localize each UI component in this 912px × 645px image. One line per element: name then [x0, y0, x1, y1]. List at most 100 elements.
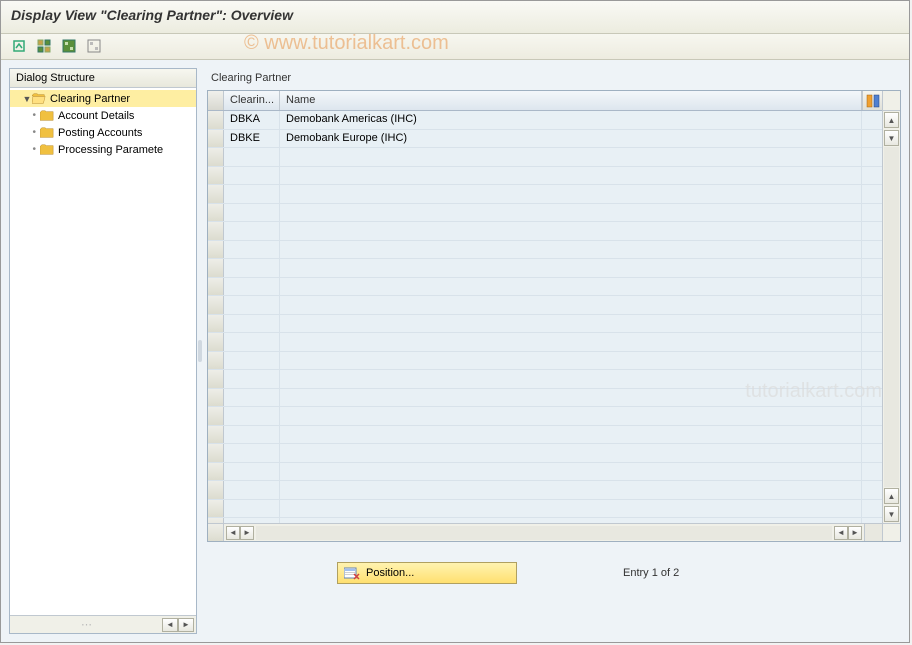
tree-node-clearing-partner[interactable]: ▼ Clearing Partner: [10, 90, 196, 107]
table-row[interactable]: [208, 463, 882, 482]
row-selector[interactable]: [208, 370, 224, 388]
cell-name: [280, 407, 862, 425]
row-selector[interactable]: [208, 352, 224, 370]
row-selector[interactable]: [208, 259, 224, 277]
cell-code: [224, 352, 280, 370]
tree-node-account-details[interactable]: • Account Details: [10, 107, 196, 124]
row-selector[interactable]: [208, 130, 224, 148]
table-row[interactable]: [208, 333, 882, 352]
row-selector[interactable]: [208, 296, 224, 314]
table-row[interactable]: [208, 518, 882, 523]
panel-title: Clearing Partner: [207, 68, 901, 90]
main-panel: Clearing Partner Clearin... Name DBKADem…: [203, 68, 901, 634]
row-selector[interactable]: [208, 333, 224, 351]
table-row[interactable]: DBKADemobank Americas (IHC): [208, 111, 882, 130]
table-row[interactable]: [208, 426, 882, 445]
splitter[interactable]: [197, 68, 203, 634]
cell-name: [280, 259, 862, 277]
collapse-arrow-icon: ▼: [22, 94, 32, 104]
row-selector[interactable]: [208, 111, 224, 129]
row-selector[interactable]: [208, 222, 224, 240]
table-row[interactable]: [208, 389, 882, 408]
row-selector[interactable]: [208, 481, 224, 499]
vscroll-down2-button[interactable]: ▼: [884, 506, 899, 522]
hscroll-left-button[interactable]: ◄: [226, 526, 240, 540]
cell-name: [280, 352, 862, 370]
hscroll-right-button[interactable]: ►: [240, 526, 254, 540]
tree-node-posting-accounts[interactable]: • Posting Accounts: [10, 124, 196, 141]
cell-code: [224, 389, 280, 407]
hscroll-track[interactable]: [256, 526, 832, 540]
table-row[interactable]: [208, 296, 882, 315]
select-all-icon: [37, 39, 51, 53]
table-row[interactable]: [208, 315, 882, 334]
scroll-left-button[interactable]: ◄: [162, 618, 178, 632]
table-row[interactable]: [208, 185, 882, 204]
table-row[interactable]: DBKEDemobank Europe (IHC): [208, 130, 882, 149]
splitter-handle-icon: [198, 340, 202, 362]
table-row[interactable]: [208, 241, 882, 260]
table-row[interactable]: [208, 407, 882, 426]
table-row[interactable]: [208, 278, 882, 297]
cell-name: [280, 167, 862, 185]
folder-open-icon: [32, 93, 46, 105]
row-selector[interactable]: [208, 148, 224, 166]
cell-name: [280, 481, 862, 499]
position-button[interactable]: Position...: [337, 562, 517, 584]
table-row[interactable]: [208, 222, 882, 241]
table-row[interactable]: [208, 148, 882, 167]
select-all-rows[interactable]: [208, 91, 224, 110]
row-selector[interactable]: [208, 444, 224, 462]
tree-node-processing-params[interactable]: • Processing Paramete: [10, 141, 196, 158]
row-selector[interactable]: [208, 167, 224, 185]
hscroll-right2-button[interactable]: ►: [848, 526, 862, 540]
cell-name: Demobank Americas (IHC): [280, 111, 862, 129]
vscroll-up2-button[interactable]: ▲: [884, 488, 899, 504]
row-selector[interactable]: [208, 389, 224, 407]
row-selector[interactable]: [208, 315, 224, 333]
tree-label: Processing Paramete: [58, 144, 163, 156]
row-selector[interactable]: [208, 463, 224, 481]
tree-label: Account Details: [58, 110, 134, 122]
toolbar-select-block-button[interactable]: [59, 37, 79, 55]
cell-name: [280, 370, 862, 388]
grid-vscroll: ▲ ▼ ▲ ▼: [882, 91, 900, 541]
vscroll-down-button[interactable]: ▼: [884, 130, 899, 146]
cell-name: [280, 185, 862, 203]
table-row[interactable]: [208, 500, 882, 519]
row-selector[interactable]: [208, 518, 224, 523]
row-selector[interactable]: [208, 500, 224, 518]
table-row[interactable]: [208, 204, 882, 223]
row-selector[interactable]: [208, 278, 224, 296]
cell-code: [224, 518, 280, 523]
column-header-code[interactable]: Clearin...: [224, 91, 280, 110]
cell-code: [224, 370, 280, 388]
row-selector[interactable]: [208, 185, 224, 203]
cell-code: [224, 481, 280, 499]
column-header-name[interactable]: Name: [280, 91, 862, 110]
row-selector[interactable]: [208, 204, 224, 222]
toolbar-deselect-button[interactable]: [84, 37, 104, 55]
row-selector[interactable]: [208, 241, 224, 259]
scroll-right-button[interactable]: ►: [178, 618, 194, 632]
vscroll-up-button[interactable]: ▲: [884, 112, 899, 128]
position-label: Position...: [366, 567, 414, 579]
cell-name: [280, 444, 862, 462]
table-row[interactable]: [208, 481, 882, 500]
configure-columns-button[interactable]: [862, 91, 882, 110]
vscroll-track[interactable]: [884, 147, 899, 487]
grid-body: DBKADemobank Americas (IHC)DBKEDemobank …: [208, 111, 882, 523]
row-selector[interactable]: [208, 407, 224, 425]
table-row[interactable]: [208, 352, 882, 371]
cell-code: [224, 426, 280, 444]
cell-code: [224, 148, 280, 166]
toolbar-select-all-button[interactable]: [34, 37, 54, 55]
cell-name: [280, 389, 862, 407]
toolbar-expand-button[interactable]: [9, 37, 29, 55]
table-row[interactable]: [208, 370, 882, 389]
row-selector[interactable]: [208, 426, 224, 444]
table-row[interactable]: [208, 259, 882, 278]
table-row[interactable]: [208, 167, 882, 186]
hscroll-left2-button[interactable]: ◄: [834, 526, 848, 540]
table-row[interactable]: [208, 444, 882, 463]
